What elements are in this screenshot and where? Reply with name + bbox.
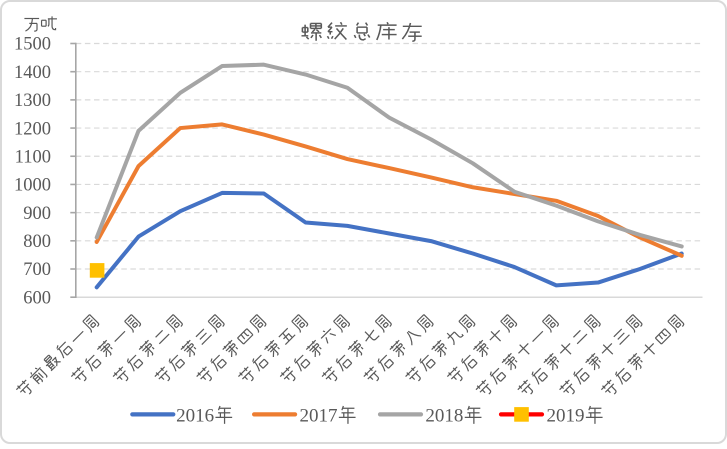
svg-text:2019: 2019	[547, 405, 585, 426]
svg-text:2018: 2018	[425, 405, 463, 426]
svg-text:600: 600	[23, 288, 51, 308]
svg-text:1300: 1300	[14, 91, 51, 111]
svg-text:900: 900	[23, 204, 51, 224]
svg-text:1000: 1000	[14, 176, 51, 196]
svg-text:2016: 2016	[176, 405, 214, 426]
svg-text:1400: 1400	[14, 63, 51, 83]
svg-text:1100: 1100	[15, 148, 51, 168]
svg-text:800: 800	[23, 232, 51, 252]
svg-text:1500: 1500	[14, 35, 51, 55]
svg-text:2017: 2017	[300, 405, 338, 426]
svg-text:1200: 1200	[14, 119, 51, 139]
svg-text:700: 700	[23, 260, 51, 280]
